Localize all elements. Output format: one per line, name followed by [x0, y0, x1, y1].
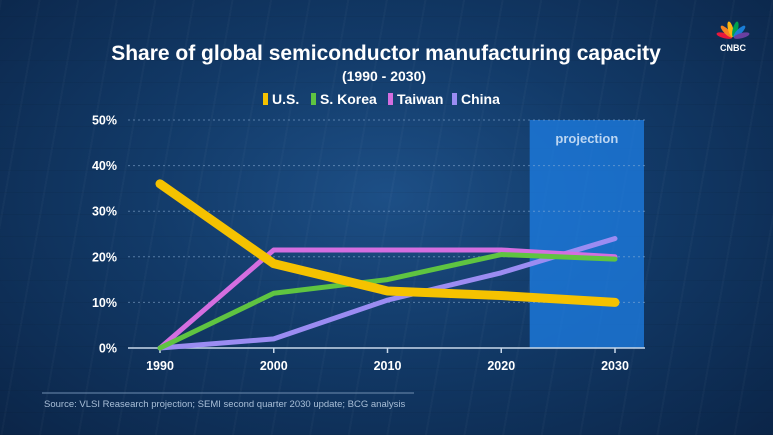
legend-label-china: China: [461, 91, 500, 107]
cnbc-logo: CNBC: [716, 21, 750, 53]
series-line-taiwan: [157, 247, 618, 351]
legend: U.S. S. Korea Taiwan China: [263, 91, 500, 107]
legend-swatch-u-s: [263, 93, 268, 105]
y-tick-label: 40%: [92, 159, 117, 173]
series-line-u-s: [155, 179, 620, 307]
peacock-feather: [733, 25, 746, 38]
series-line-china: [157, 236, 618, 351]
y-tick-label: 20%: [92, 250, 117, 264]
legend-label-s-korea: S. Korea: [320, 91, 377, 107]
chart-title: Share of global semiconductor manufactur…: [111, 42, 661, 65]
source-note: Source: VLSI Reasearch projection; SEMI …: [44, 399, 405, 410]
projection-region: [529, 120, 644, 348]
series-line-s-korea: [157, 252, 618, 351]
peacock-feather: [716, 32, 733, 39]
logo-wordmark: CNBC: [720, 43, 746, 53]
peacock-feather: [720, 25, 733, 38]
legend-swatch-china: [452, 93, 457, 105]
x-tick-label: 2010: [374, 359, 402, 373]
series-lines: [155, 179, 620, 351]
y-tick-label: 10%: [92, 296, 117, 310]
chart-subtitle: (1990 - 2030): [342, 68, 426, 84]
x-tick-label: 1990: [146, 359, 174, 373]
y-axis: 0% 10% 20% 30% 40% 50%: [92, 114, 117, 356]
y-tick-label: 50%: [92, 114, 117, 128]
y-tick-label: 0%: [99, 342, 117, 356]
projection-label: projection: [555, 131, 618, 146]
legend-label-u-s: U.S.: [272, 91, 299, 107]
legend-label-taiwan: Taiwan: [397, 91, 443, 107]
peacock-icon: [716, 21, 750, 39]
legend-swatch-taiwan: [388, 93, 393, 105]
projection-band: projection: [529, 120, 644, 348]
peacock-feather: [732, 21, 739, 38]
x-tick-label: 2020: [487, 359, 515, 373]
x-tick-label: 2030: [601, 359, 629, 373]
peacock-feather: [733, 32, 750, 39]
x-tick-label: 2000: [260, 359, 288, 373]
y-tick-label: 30%: [92, 205, 117, 219]
legend-swatch-s-korea: [311, 93, 316, 105]
x-axis: 1990 2000 2010 2020 2030: [128, 347, 645, 373]
